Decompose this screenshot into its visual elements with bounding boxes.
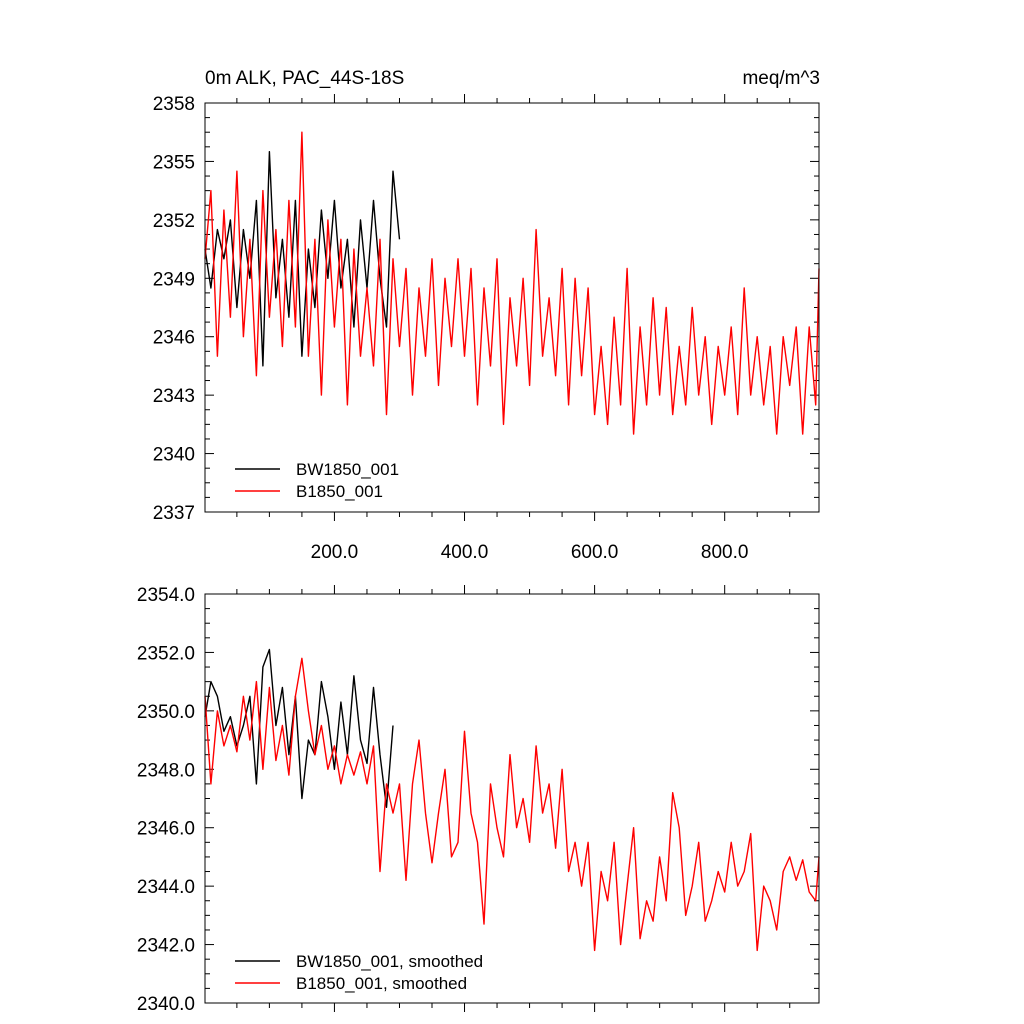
bottom-plot-frame (204, 593, 820, 1004)
y-tick-label: 2343 (153, 386, 195, 407)
top-panel: 0m ALK, PAC_44S-18S meq/m^3 2337 2340 2343… (153, 68, 820, 563)
legend-label-bw1850-smoothed: BW1850_001, smoothed (296, 952, 483, 971)
y-tick-label: 2348.0 (137, 760, 195, 781)
y-tick-label: 2342.0 (137, 936, 195, 957)
legend-label-b1850: B1850_001 (296, 482, 383, 501)
bottom-legend: BW1850_001, smoothed B1850_001, smoothed (235, 952, 483, 993)
top-ticks (205, 94, 819, 521)
top-legend: BW1850_001 B1850_001 (235, 460, 399, 501)
top-series-lines (204, 131, 820, 435)
bottom-ticks (205, 585, 819, 1012)
legend-label-bw1850: BW1850_001 (296, 460, 399, 479)
y-tick-label: 2350.0 (137, 702, 195, 723)
y-tick-label: 2346.0 (137, 819, 195, 840)
top-tick-labels: 2337 2340 2343 2346 2349 2352 2355 2358 200.0 400… (153, 94, 749, 563)
x-tick-label: 200.0 (311, 542, 359, 563)
y-tick-label: 2352.0 (137, 643, 195, 664)
y-tick-label: 2344.0 (137, 877, 195, 898)
y-tick-label: 2355 (153, 152, 195, 173)
series-line-bw1850-001-smoothed (204, 648, 394, 808)
x-tick-label: 400.0 (441, 542, 489, 563)
y-tick-label: 2349 (153, 269, 195, 290)
x-tick-label: 800.0 (701, 542, 749, 563)
y-tick-label: 2340 (153, 445, 195, 466)
y-tick-label: 2337 (153, 503, 195, 524)
units-label: meq/m^3 (742, 68, 820, 89)
chart-title: 0m ALK, PAC_44S-18S (205, 68, 404, 89)
y-tick-label: 2358 (153, 94, 195, 115)
x-tick-label: 600.0 (571, 542, 619, 563)
bottom-panel: 2340.0 2342.0 2344.0 2346.0 2348.0 2350.0 2352… (137, 585, 820, 1015)
top-plot-frame (204, 102, 820, 513)
y-tick-label: 2352 (153, 211, 195, 232)
y-tick-label: 2346 (153, 328, 195, 349)
y-tick-label: 2354.0 (137, 585, 195, 606)
bottom-series-lines (204, 648, 820, 952)
y-tick-label: 2340.0 (137, 994, 195, 1015)
series-line-b1850-001 (204, 131, 820, 435)
legend-label-b1850-smoothed: B1850_001, smoothed (296, 974, 467, 993)
bottom-tick-labels: 2340.0 2342.0 2344.0 2346.0 2348.0 2350.0 2352… (137, 585, 195, 1015)
series-line-b1850-001-smoothed (204, 657, 820, 952)
